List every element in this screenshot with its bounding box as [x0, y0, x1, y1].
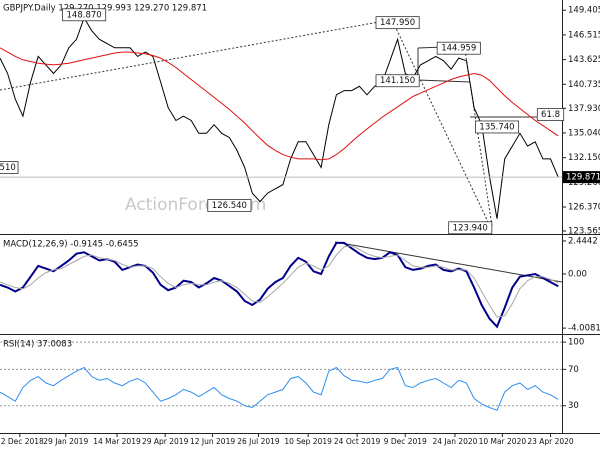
annotation-label: 135.740: [479, 122, 514, 132]
x-tick-label: 10 Mar 2020: [479, 437, 527, 446]
trend-line: [392, 21, 491, 227]
annotation-label: 126.540: [212, 201, 247, 211]
x-tick-label: 23 Apr 2020: [527, 437, 574, 446]
y-tick-label: 30: [568, 401, 579, 411]
annotation-box: [475, 120, 520, 134]
x-tick-label: 26 Jul 2019: [237, 437, 280, 446]
series-line: [0, 47, 559, 161]
y-tick-label: 146.515: [568, 30, 600, 40]
x-tick-label: 14 Mar 2019: [93, 437, 141, 446]
y-tick-label: 123.565: [568, 226, 600, 236]
last-price-label: 129.871: [566, 173, 600, 183]
y-tick-label: 140.735: [568, 80, 600, 90]
y-tick-label: 135.040: [568, 128, 600, 138]
x-tick-label: 29 Jan 2019: [43, 437, 88, 446]
x-tick-label: 10 Sep 2019: [284, 437, 332, 446]
series-line: [0, 366, 559, 411]
annotation-label: 123.940: [453, 223, 488, 233]
y-tick-label: 149.405: [568, 6, 600, 16]
x-tick-label: 24 Jan 2020: [432, 437, 477, 446]
panel-title: RSI(14) 37.0083: [3, 340, 72, 350]
y-tick-label: -4.0081: [568, 324, 600, 334]
annotation-box: [375, 74, 420, 88]
x-tick-label: 24 Oct 2019: [334, 437, 381, 446]
annotation-box: [536, 108, 565, 121]
x-tick-label: 29 Apr 2019: [142, 437, 189, 446]
annotation-label: 148.870: [67, 10, 102, 20]
x-tick-label: 12 Dec 2018: [0, 437, 44, 446]
channel-line: [417, 79, 471, 83]
panel-title: MACD(12,26,9) -0.9145 -0.6455: [3, 240, 139, 250]
y-tick-label: 143.625: [568, 55, 600, 65]
annotation-box: [0, 161, 19, 174]
y-tick-label: 70: [568, 365, 579, 375]
y-tick-label: 100: [568, 338, 584, 348]
x-tick-label: 12 Jun 2019: [190, 437, 235, 446]
annotation-label: 141.150: [380, 76, 415, 86]
annotation-box: [62, 8, 107, 22]
annotation-label: 144.959: [441, 44, 476, 54]
annotation-box: [448, 221, 493, 235]
annotation-label: 510: [0, 163, 16, 173]
annotation-box: [207, 199, 252, 212]
y-tick-label: 0.00: [568, 269, 587, 279]
y-tick-label: 132.150: [568, 153, 600, 163]
frames: [0, 0, 600, 434]
y-tick-label: 2.4442: [568, 236, 598, 246]
annotation-label: 147.950: [380, 18, 415, 28]
series-line: [0, 16, 559, 219]
y-tick-label: 137.930: [568, 104, 600, 114]
series-line: [0, 245, 559, 318]
annotation-label: 61.8: [541, 110, 560, 120]
annotation-box: [436, 41, 481, 55]
y-tick-label: 126.370: [568, 203, 600, 213]
annotation-box: [375, 16, 420, 30]
last-price-box: [563, 171, 600, 184]
x-tick-label: 9 Dec 2019: [384, 437, 427, 446]
series-line: [0, 241, 559, 329]
